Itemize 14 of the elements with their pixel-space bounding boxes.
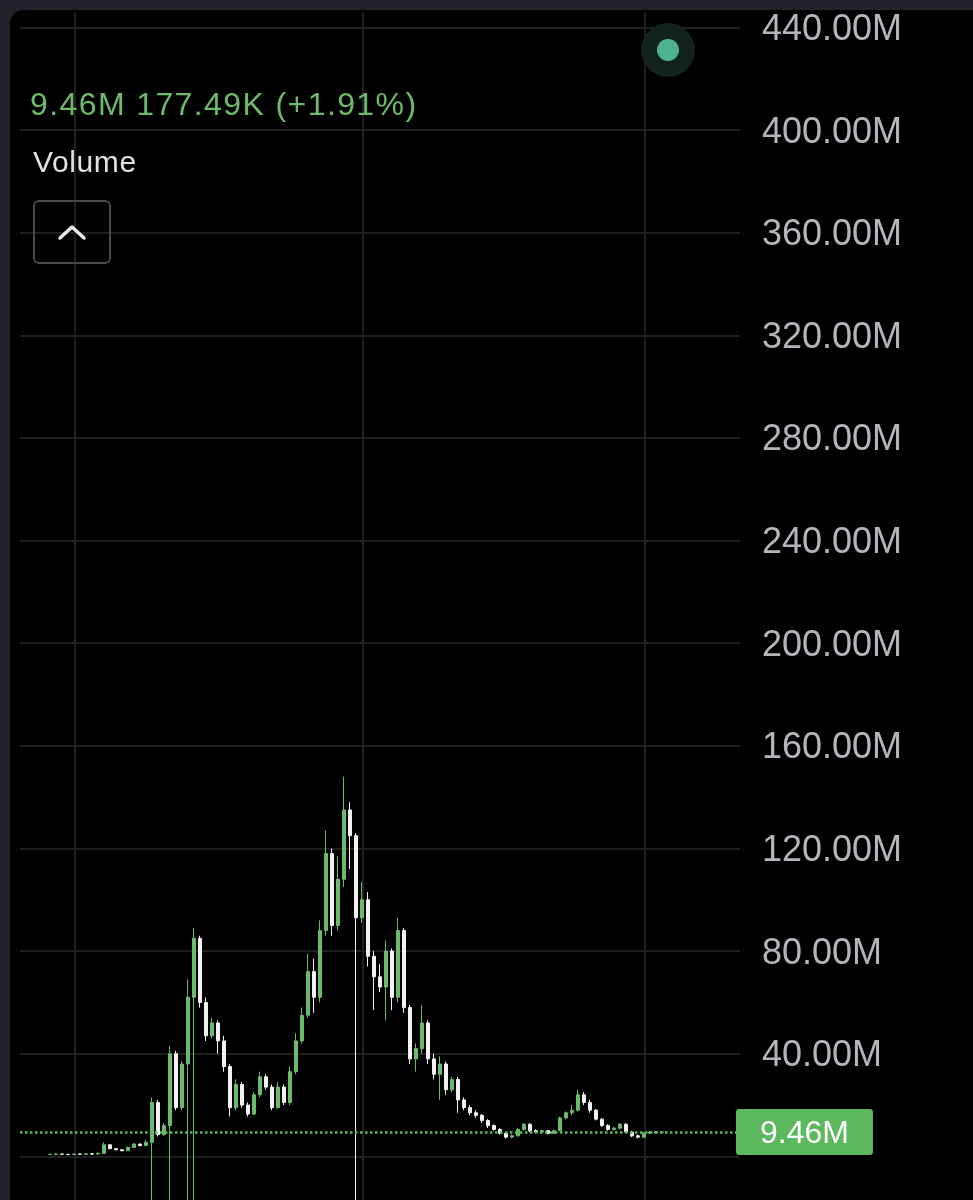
y-tick-label: 280.00M	[762, 417, 903, 459]
y-tick-label: 440.00M	[762, 6, 903, 48]
y-tick-label: 120.00M	[762, 827, 903, 869]
ref-line-label: 9.46M	[760, 1114, 849, 1151]
y-tick-label: 360.00M	[762, 212, 903, 254]
y-tick-label: 160.00M	[762, 725, 903, 767]
y-tick-label: 80.00M	[762, 930, 883, 972]
y-tick-label: 40.00M	[762, 1033, 883, 1075]
y-tick-label: 400.00M	[762, 109, 903, 151]
text: 9.46M 177.49K (+1.91%)	[30, 86, 418, 123]
annotation: Volume	[33, 145, 137, 179]
y-tick-label: 200.00M	[762, 622, 903, 664]
y-tick-label: 320.00M	[762, 314, 903, 356]
y-tick-label: 240.00M	[762, 520, 903, 562]
